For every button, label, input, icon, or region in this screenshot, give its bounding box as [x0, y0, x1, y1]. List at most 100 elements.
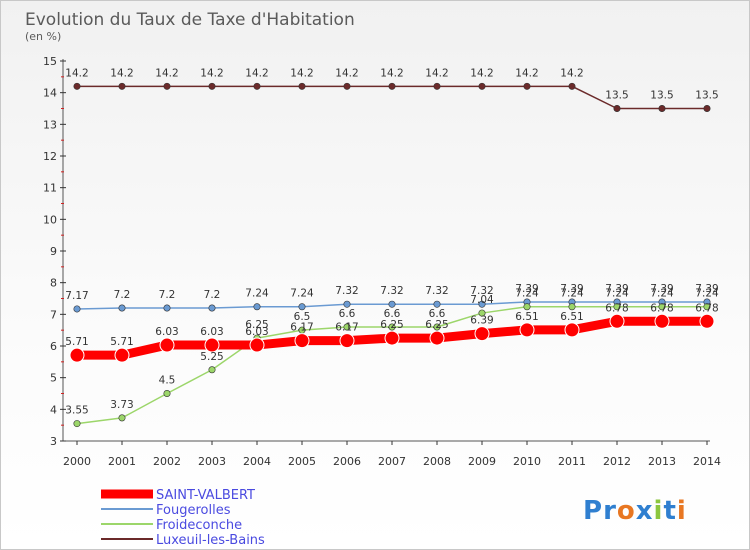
x-tick-label: 2012 — [603, 455, 631, 468]
logo-letter: P — [583, 496, 603, 526]
data-label: 6.03 — [155, 326, 178, 338]
y-tick-label: 7 — [50, 308, 57, 321]
data-label: 6.17 — [290, 322, 313, 334]
data-label: 14.2 — [110, 67, 133, 79]
x-tick-label: 2011 — [558, 455, 586, 468]
data-point — [568, 82, 576, 90]
x-tick-label: 2003 — [198, 455, 226, 468]
data-point — [159, 337, 175, 353]
data-point — [343, 82, 351, 90]
data-label: 13.5 — [650, 90, 673, 102]
data-point — [343, 323, 351, 331]
data-point — [253, 82, 261, 90]
data-point — [703, 105, 711, 113]
data-point — [658, 303, 666, 311]
data-point — [163, 304, 171, 312]
data-point — [478, 309, 486, 317]
series-froideconche — [73, 303, 711, 428]
legend: SAINT-VALBERTFougerollesFroideconcheLuxe… — [101, 488, 265, 548]
data-point — [208, 304, 216, 312]
series-luxeuil-les-bains — [73, 82, 711, 113]
logo-letter: i — [677, 496, 687, 526]
data-point — [253, 303, 261, 311]
data-point — [73, 420, 81, 428]
data-point — [433, 82, 441, 90]
data-label: 6.25 — [245, 319, 268, 331]
x-tick-label: 2005 — [288, 455, 316, 468]
data-point — [208, 366, 216, 374]
y-tick-label: 12 — [43, 150, 57, 163]
data-label: 14.2 — [290, 67, 313, 79]
data-point — [658, 105, 666, 113]
data-labels: 14.2 14.2 14.2 14.2 14.2 14.2 14.2 14.2 14.2 14.2… — [65, 67, 719, 416]
x-tick-label: 2000 — [63, 455, 91, 468]
data-point — [339, 333, 355, 349]
x-tick-label: 2002 — [153, 455, 181, 468]
data-label: 14.2 — [515, 67, 538, 79]
x-tick-label: 2007 — [378, 455, 406, 468]
data-point — [609, 313, 625, 329]
data-label: 7.39 — [560, 283, 583, 295]
data-label: 14.2 — [65, 67, 88, 79]
data-point — [478, 82, 486, 90]
data-label: 6.51 — [515, 311, 538, 323]
legend-label: Froideconche — [156, 518, 242, 533]
data-point — [523, 82, 531, 90]
x-tick-label: 2006 — [333, 455, 361, 468]
data-point — [654, 313, 670, 329]
data-label: 6.6 — [384, 308, 401, 320]
data-label: 14.2 — [245, 67, 268, 79]
data-point — [564, 322, 580, 338]
data-label: 7.24 — [245, 288, 269, 300]
legend-label: Fougerolles — [156, 503, 231, 518]
data-label: 14.2 — [470, 67, 493, 79]
data-label: 7.24 — [290, 288, 314, 300]
data-label: 6.6 — [339, 308, 356, 320]
x-tick-label: 2001 — [108, 455, 136, 468]
data-label: 13.5 — [695, 90, 718, 102]
data-point — [388, 323, 396, 331]
logo-letter: t — [663, 496, 676, 526]
data-label: 14.2 — [560, 67, 583, 79]
data-label: 6.03 — [200, 326, 223, 338]
data-label: 7.24 — [560, 288, 584, 300]
logo-letter: r — [603, 496, 617, 526]
chart-subtitle: (en %) — [25, 30, 61, 43]
chart-axes: 3 4 5 6 7 8 9 10 11 12 13 14 15 2000 2001 2002 2003 2004 2… — [43, 55, 721, 468]
data-label: 5.71 — [65, 336, 88, 348]
y-tick-label: 4 — [50, 403, 57, 416]
data-point — [474, 326, 490, 342]
data-label: 6.39 — [470, 315, 493, 327]
data-label: 6.78 — [650, 302, 673, 314]
data-label: 6.5 — [294, 311, 311, 323]
x-tick-label: 2014 — [693, 455, 721, 468]
data-label: 6.03 — [245, 326, 268, 338]
data-label: 6.6 — [429, 308, 446, 320]
data-point — [519, 322, 535, 338]
series-saint-valbert — [69, 313, 715, 363]
data-label: 7.24 — [650, 288, 674, 300]
data-point — [433, 300, 441, 308]
data-label: 14.2 — [155, 67, 178, 79]
data-label: 6.25 — [425, 319, 448, 331]
data-label: 7.2 — [114, 289, 131, 301]
data-point — [69, 347, 85, 363]
data-point — [613, 303, 621, 311]
y-tick-label: 3 — [50, 435, 57, 448]
data-label: 7.32 — [380, 285, 403, 297]
data-point — [703, 303, 711, 311]
data-label: 5.25 — [200, 351, 223, 363]
data-label: 7.32 — [335, 285, 358, 297]
data-point — [384, 330, 400, 346]
data-point — [73, 305, 81, 313]
y-tick-label: 10 — [43, 213, 57, 226]
data-point — [388, 82, 396, 90]
data-point — [298, 303, 306, 311]
data-point — [298, 82, 306, 90]
data-point — [568, 303, 576, 311]
data-label: 6.78 — [695, 302, 718, 314]
y-tick-label: 8 — [50, 277, 57, 290]
data-label: 7.2 — [204, 289, 221, 301]
